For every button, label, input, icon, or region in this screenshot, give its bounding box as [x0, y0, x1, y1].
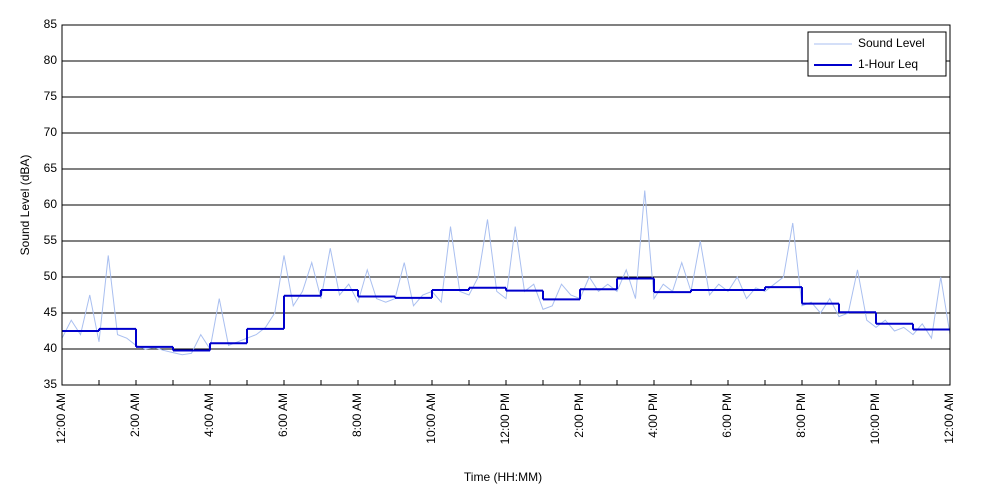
y-tick-label: 85	[44, 17, 58, 31]
x-tick-label: 12:00 PM	[498, 393, 512, 444]
x-tick-label: 10:00 PM	[868, 393, 882, 444]
y-tick-label: 65	[44, 161, 58, 175]
y-tick-label: 50	[44, 269, 58, 283]
legend-box	[807, 31, 947, 77]
y-tick-label: 70	[44, 125, 58, 139]
x-tick-label: 2:00 PM	[572, 393, 586, 438]
plot-frame	[61, 24, 951, 386]
y-tick-label: 75	[44, 89, 58, 103]
x-tick-label: 12:00 AM	[942, 393, 956, 444]
y-tick-label: 80	[44, 53, 58, 67]
y-tick-label: 40	[44, 341, 58, 355]
x-tick-label: 8:00 AM	[350, 393, 364, 437]
x-tick-label: 8:00 PM	[794, 393, 808, 438]
legend-label: Sound Level	[858, 36, 925, 50]
x-tick-label: 12:00 AM	[54, 393, 68, 444]
y-axis-label: Sound Level (dBA)	[18, 155, 32, 256]
x-tick-label: 6:00 PM	[720, 393, 734, 438]
x-tick-label: 10:00 AM	[424, 393, 438, 444]
x-tick-label: 4:00 PM	[646, 393, 660, 438]
y-tick-label: 45	[44, 305, 58, 319]
y-tick-label: 35	[44, 377, 58, 391]
x-tick-label: 4:00 AM	[202, 393, 216, 437]
x-tick-label: 6:00 AM	[276, 393, 290, 437]
legend-label: 1-Hour Leq	[858, 57, 918, 71]
x-tick-label: 2:00 AM	[128, 393, 142, 437]
y-tick-label: 55	[44, 233, 58, 247]
y-tick-label: 60	[44, 197, 58, 211]
x-axis-label: Time (HH:MM)	[464, 470, 542, 484]
